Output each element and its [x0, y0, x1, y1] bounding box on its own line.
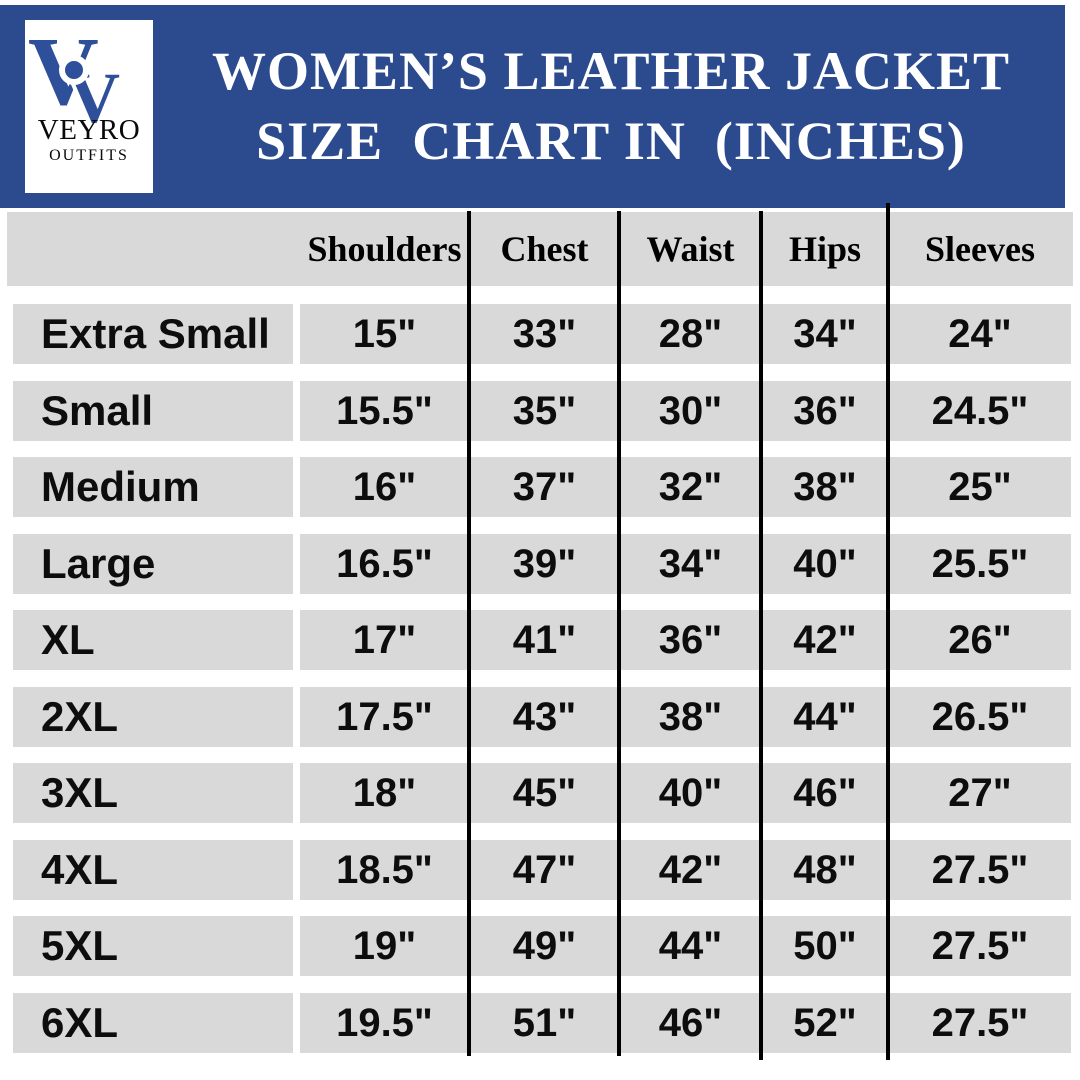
waist-value: 30" — [620, 381, 761, 441]
chest-value: 41" — [469, 610, 620, 670]
shoulders-value: 19.5" — [300, 993, 469, 1053]
sleeves-value: 27.5" — [889, 916, 1071, 976]
shoulders-value: 15" — [300, 304, 469, 364]
hips-value: 36" — [761, 381, 889, 441]
hips-value: 48" — [761, 840, 889, 900]
table-row: 4XL 18.5" 47" 42" 48" 27.5" — [13, 840, 1071, 900]
column-separator — [617, 211, 621, 1056]
table-row: Extra Small 15" 33" 28" 34" 24" — [13, 304, 1071, 364]
shoulders-value: 16" — [300, 457, 469, 517]
waist-value: 42" — [620, 840, 761, 900]
table-row: 5XL 19" 49" 44" 50" 27.5" — [13, 916, 1071, 976]
page-title: WOMEN’S LEATHER JACKET SIZE CHART IN (IN… — [165, 5, 1057, 208]
waist-value: 28" — [620, 304, 761, 364]
column-separator — [759, 211, 763, 1060]
sleeves-value: 25.5" — [889, 534, 1071, 594]
column-separator — [467, 211, 471, 1056]
column-header-hips: Hips — [788, 229, 862, 269]
shoulders-value: 16.5" — [300, 534, 469, 594]
column-separator — [886, 203, 890, 1060]
hips-value: 52" — [761, 993, 889, 1053]
waist-value: 32" — [620, 457, 761, 517]
hips-value: 44" — [761, 687, 889, 747]
waist-value: 38" — [620, 687, 761, 747]
sleeves-value: 24.5" — [889, 381, 1071, 441]
chest-value: 37" — [469, 457, 620, 517]
header-banner: V V VEYRO OUTFITS WOMEN’S LEATHER JACKET… — [0, 5, 1065, 208]
table-header-row: Shoulders Chest Waist Hips Sleeves — [7, 212, 1073, 286]
sleeves-value: 27.5" — [889, 993, 1071, 1053]
waist-value: 44" — [620, 916, 761, 976]
size-label: Medium — [13, 457, 293, 517]
hips-value: 34" — [761, 304, 889, 364]
page-title-line-2: SIZE CHART IN (INCHES) — [256, 110, 966, 171]
hips-value: 40" — [761, 534, 889, 594]
sleeves-value: 27" — [889, 763, 1071, 823]
brand-subtitle: OUTFITS — [49, 147, 129, 164]
chest-value: 51" — [469, 993, 620, 1053]
size-label: 3XL — [13, 763, 293, 823]
column-header-sleeves: Sleeves — [925, 229, 1035, 269]
row-header-spacer — [13, 212, 293, 286]
shoulders-value: 17.5" — [300, 687, 469, 747]
chest-value: 45" — [469, 763, 620, 823]
waist-value: 46" — [620, 993, 761, 1053]
sleeves-value: 25" — [889, 457, 1071, 517]
column-header-shoulders: Shoulders — [307, 229, 462, 269]
sleeves-value: 26" — [889, 610, 1071, 670]
table-row: 2XL 17.5" 43" 38" 44" 26.5" — [13, 687, 1071, 747]
shoulders-value: 15.5" — [300, 381, 469, 441]
table-row: Small 15.5" 35" 30" 36" 24.5" — [13, 381, 1071, 441]
table-row: Medium 16" 37" 32" 38" 25" — [13, 457, 1071, 517]
size-label: 4XL — [13, 840, 293, 900]
size-label: XL — [13, 610, 293, 670]
size-label: Small — [13, 381, 293, 441]
size-label: 6XL — [13, 993, 293, 1053]
size-label: 2XL — [13, 687, 293, 747]
chest-value: 33" — [469, 304, 620, 364]
chest-value: 43" — [469, 687, 620, 747]
table-row: Large 16.5" 39" 34" 40" 25.5" — [13, 534, 1071, 594]
waist-value: 36" — [620, 610, 761, 670]
chest-value: 35" — [469, 381, 620, 441]
veyro-monogram-icon: V V — [28, 20, 124, 126]
waist-value: 40" — [620, 763, 761, 823]
shoulders-value: 17" — [300, 610, 469, 670]
waist-value: 34" — [620, 534, 761, 594]
chest-value: 47" — [469, 840, 620, 900]
size-label: Extra Small — [13, 304, 293, 364]
sleeves-value: 26.5" — [889, 687, 1071, 747]
size-label: Large — [13, 534, 293, 594]
hips-value: 46" — [761, 763, 889, 823]
chest-value: 39" — [469, 534, 620, 594]
brand-logo: V V VEYRO OUTFITS — [25, 20, 153, 193]
column-header-waist: Waist — [646, 229, 735, 269]
brand-name: VEYRO — [37, 114, 141, 146]
table-row: XL 17" 41" 36" 42" 26" — [13, 610, 1071, 670]
size-label: 5XL — [13, 916, 293, 976]
table-row: 6XL 19.5" 51" 46" 52" 27.5" — [13, 993, 1071, 1053]
hips-value: 50" — [761, 916, 889, 976]
hips-value: 42" — [761, 610, 889, 670]
shoulders-value: 18.5" — [300, 840, 469, 900]
table-row: 3XL 18" 45" 40" 46" 27" — [13, 763, 1071, 823]
sleeves-value: 27.5" — [889, 840, 1071, 900]
shoulders-value: 18" — [300, 763, 469, 823]
column-header-chest: Chest — [500, 229, 589, 269]
hips-value: 38" — [761, 457, 889, 517]
chest-value: 49" — [469, 916, 620, 976]
shoulders-value: 19" — [300, 916, 469, 976]
page-title-line-1: WOMEN’S LEATHER JACKET — [211, 41, 1011, 102]
sleeves-value: 24" — [889, 304, 1071, 364]
